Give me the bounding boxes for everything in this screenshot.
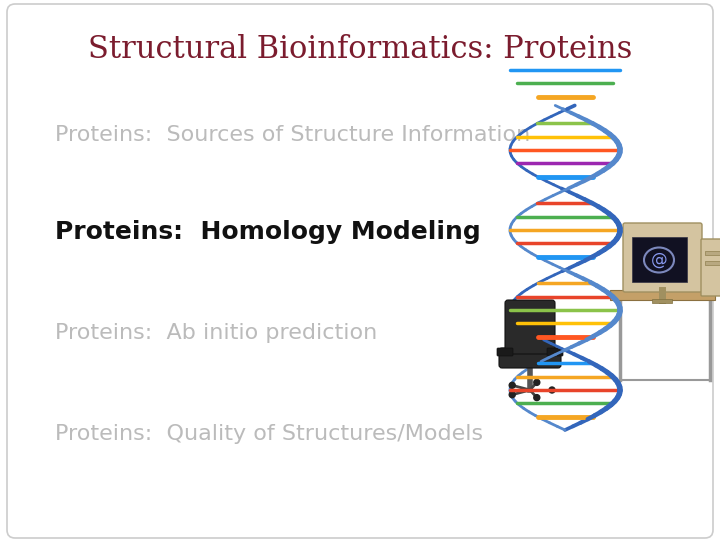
Text: Proteins:  Quality of Structures/Models: Proteins: Quality of Structures/Models bbox=[55, 424, 483, 444]
FancyBboxPatch shape bbox=[505, 300, 555, 354]
Text: Proteins:  Sources of Structure Information: Proteins: Sources of Structure Informati… bbox=[55, 125, 530, 145]
FancyBboxPatch shape bbox=[497, 348, 513, 356]
Bar bbox=[705, 251, 720, 255]
FancyBboxPatch shape bbox=[499, 348, 561, 368]
Text: Proteins:  Homology Modeling: Proteins: Homology Modeling bbox=[55, 220, 481, 244]
Circle shape bbox=[534, 395, 540, 401]
Text: Structural Bioinformatics: Proteins: Structural Bioinformatics: Proteins bbox=[88, 35, 632, 65]
FancyBboxPatch shape bbox=[7, 4, 713, 538]
Circle shape bbox=[509, 382, 516, 388]
FancyBboxPatch shape bbox=[701, 239, 720, 296]
FancyBboxPatch shape bbox=[547, 348, 563, 356]
Text: @: @ bbox=[651, 251, 667, 269]
Circle shape bbox=[534, 380, 540, 386]
Bar bbox=[705, 261, 720, 265]
Circle shape bbox=[509, 392, 516, 397]
Circle shape bbox=[549, 387, 555, 393]
Bar bbox=[652, 299, 672, 303]
Text: Proteins:  Ab initio prediction: Proteins: Ab initio prediction bbox=[55, 323, 377, 343]
Bar bbox=[610, 290, 715, 300]
Bar bbox=[632, 237, 687, 282]
FancyBboxPatch shape bbox=[623, 223, 702, 292]
